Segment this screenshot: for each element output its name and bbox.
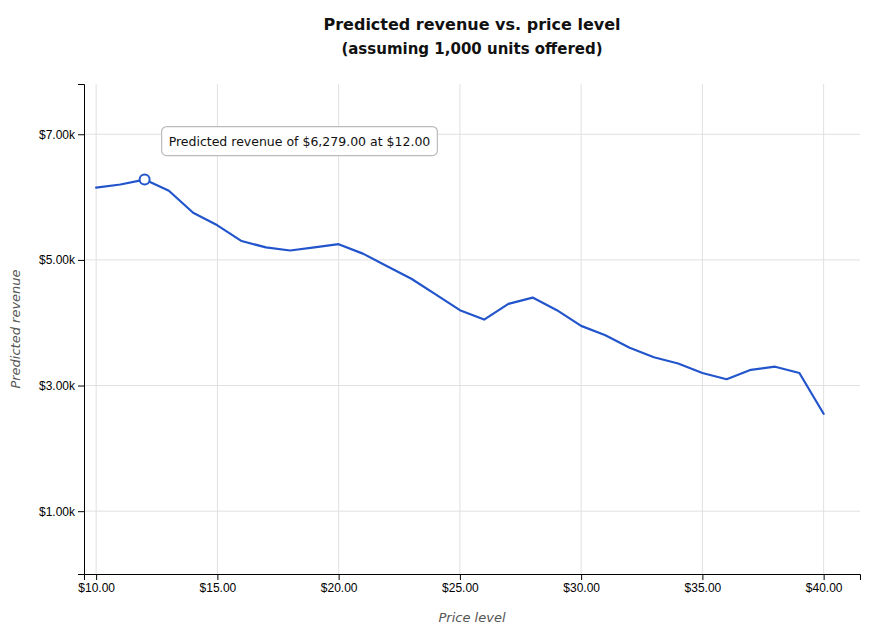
tick: $20.00 (321, 574, 358, 595)
x-axis: $10.00 $15.00 $20.00 $25.00 $30.00 $35.00 $40.… (78, 574, 860, 595)
tick-label: $35.00 (685, 581, 722, 595)
grid-line (702, 84, 703, 574)
tick: $3.00k (39, 379, 84, 393)
tick-mark (339, 574, 340, 580)
highlight-point (140, 175, 150, 185)
grid-line (84, 259, 860, 260)
grid-line (84, 511, 860, 512)
subtitle: (assuming 1,000 units offered) (341, 40, 602, 58)
tick-label: $1.00k (39, 505, 76, 519)
tick-mark (78, 386, 84, 387)
tick: $30.00 (563, 574, 600, 595)
tick-mark (702, 574, 703, 580)
tick-label: $3.00k (39, 379, 76, 393)
tick: $25.00 (442, 574, 479, 595)
tick-label: $40.00 (806, 581, 843, 595)
tick-mark (824, 574, 825, 580)
tick-label: $20.00 (321, 581, 358, 595)
grid-line (581, 84, 582, 574)
axis-line (85, 575, 861, 581)
line (96, 180, 824, 414)
tick: $1.00k (39, 505, 84, 519)
tooltip: Predicted revenue of $6,279.00 at $12.00 (162, 127, 438, 156)
tick: $40.00 (806, 574, 843, 595)
tick: $10.00 (78, 574, 115, 595)
tick-mark (581, 574, 582, 580)
tick-label: $30.00 (563, 581, 600, 595)
plot: $10.00 $15.00 $20.00 $25.00 $30.00 $35.00 $40.… (39, 84, 861, 595)
tick-label: $5.00k (39, 253, 76, 267)
marks (96, 175, 824, 414)
grid-line (96, 84, 97, 574)
y-axis-title: Predicted revenue (8, 269, 23, 388)
tick-label: $25.00 (442, 581, 479, 595)
tick-mark (78, 511, 84, 512)
tick-mark (78, 134, 84, 135)
axis-line (78, 85, 85, 575)
grid-line (823, 84, 824, 574)
title: Predicted revenue vs. price level (323, 15, 620, 34)
grid-line (459, 84, 460, 574)
tick-label: $7.00k (39, 128, 76, 142)
y-axis: $1.00k $3.00k $5.00k $7.00k (39, 85, 85, 575)
grid (84, 84, 860, 574)
chart: $10.00 $15.00 $20.00 $25.00 $30.00 $35.00 $40.… (0, 0, 890, 640)
tick: $5.00k (39, 253, 84, 267)
tick-label: $15.00 (200, 581, 237, 595)
tick: $15.00 (200, 574, 237, 595)
tick-mark (96, 574, 97, 580)
tick-mark (78, 260, 84, 261)
x-axis-title: Price level (439, 610, 506, 625)
tick-mark (217, 574, 218, 580)
grid-line (84, 385, 860, 386)
tick: $35.00 (685, 574, 722, 595)
tick-label: $10.00 (78, 581, 115, 595)
annotation: Predicted revenue of $6,279.00 at $12.00 (169, 134, 431, 149)
tick: $7.00k (39, 128, 84, 142)
tooltip-box (162, 127, 438, 156)
grid-line (217, 84, 218, 574)
annotations: Predicted revenue of $6,279.00 at $12.00 (162, 127, 438, 156)
grid-line (338, 84, 339, 574)
tick-mark (460, 574, 461, 580)
